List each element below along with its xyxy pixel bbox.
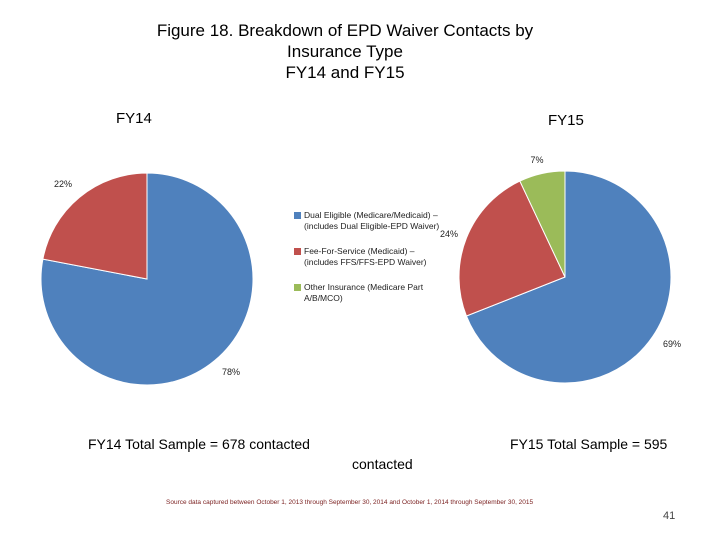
- legend-item-other-insurance: Other Insurance (Medicare Part A/B/MCO): [294, 282, 444, 304]
- fy15-slice-dual-eligible: [465, 170, 672, 384]
- fy15-slice-fee-for-service: [458, 180, 566, 317]
- chart-legend: Dual Eligible (Medicare/Medicaid) – (inc…: [294, 210, 444, 318]
- fy15-data-label-fee-for-service: 24%: [440, 229, 458, 239]
- legend-item-dual-eligible: Dual Eligible (Medicare/Medicaid) – (inc…: [294, 210, 444, 232]
- fy15-slice-other-insurance: [519, 170, 566, 278]
- page-number: 41: [663, 510, 676, 522]
- fy14-data-label-fee-for-service: 22%: [54, 179, 72, 189]
- fy14-slice-fee-for-service: [42, 172, 148, 280]
- fy14-data-label-dual-eligible: 78%: [222, 367, 240, 377]
- stray-text: contacted: [352, 456, 413, 472]
- figure-title: Figure 18. Breakdown of EPD Waiver Conta…: [100, 20, 590, 83]
- fy14-sample-note: FY14 Total Sample = 678 contacted: [88, 436, 310, 452]
- legend-label-fee-for-service: Fee-For-Service (Medicaid) – (includes F…: [304, 246, 427, 267]
- fy15-data-label-other-insurance: 7%: [530, 155, 543, 165]
- fy14-pie: 78% 22%: [40, 172, 254, 386]
- figure-title-line-1: Figure 18. Breakdown of EPD Waiver Conta…: [156, 21, 534, 40]
- legend-swatch-fee-for-service: [294, 248, 301, 255]
- figure-title-line-3: FY14 and FY15: [285, 63, 405, 82]
- fy15-sample-note: FY15 Total Sample = 595: [510, 436, 668, 452]
- source-note: Source data captured between October 1, …: [166, 499, 534, 506]
- legend-item-fee-for-service: Fee-For-Service (Medicaid) – (includes F…: [294, 246, 444, 268]
- legend-label-dual-eligible: Dual Eligible (Medicare/Medicaid) – (inc…: [304, 210, 440, 231]
- legend-swatch-dual-eligible: [294, 212, 301, 219]
- fy15-data-label-dual-eligible: 69%: [663, 339, 681, 349]
- legend-label-other-insurance: Other Insurance (Medicare Part A/B/MCO): [304, 282, 424, 303]
- fy15-chart-title: FY15: [548, 112, 584, 129]
- fy15-pie: 69% 24% 7%: [440, 155, 681, 384]
- legend-swatch-other-insurance: [294, 284, 301, 291]
- figure-title-line-2: Insurance Type: [287, 42, 403, 61]
- fy14-chart-title: FY14: [116, 110, 152, 127]
